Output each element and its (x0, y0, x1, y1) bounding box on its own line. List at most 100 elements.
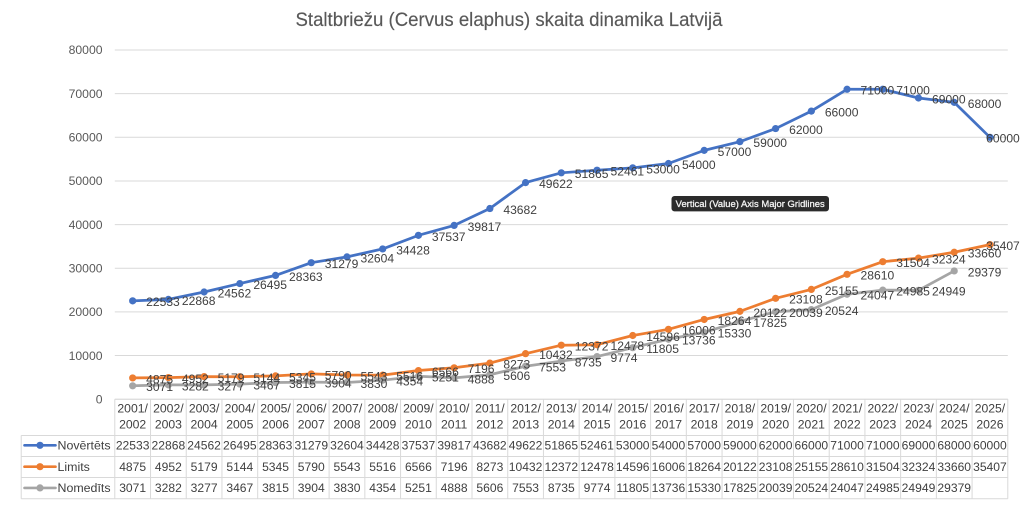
svg-text:4888: 4888 (468, 372, 495, 386)
svg-text:2010: 2010 (405, 417, 432, 431)
svg-text:2020/: 2020/ (796, 401, 827, 415)
svg-text:2012/: 2012/ (510, 401, 541, 415)
svg-text:25155: 25155 (825, 284, 859, 298)
svg-text:Novērtēts: Novērtēts (58, 439, 111, 453)
svg-text:29379: 29379 (937, 481, 971, 495)
svg-text:2006: 2006 (262, 417, 289, 431)
svg-text:2018/: 2018/ (725, 401, 756, 415)
svg-text:4888: 4888 (441, 481, 468, 495)
svg-text:2005/: 2005/ (260, 401, 291, 415)
svg-text:12372: 12372 (575, 340, 609, 354)
svg-text:8273: 8273 (503, 357, 530, 371)
svg-text:5516: 5516 (369, 460, 396, 474)
svg-text:37537: 37537 (402, 439, 436, 453)
svg-text:50000: 50000 (69, 174, 103, 188)
svg-text:2024/: 2024/ (939, 401, 970, 415)
svg-text:43682: 43682 (503, 203, 537, 217)
svg-text:2008/: 2008/ (367, 401, 398, 415)
svg-text:60000: 60000 (973, 439, 1007, 453)
svg-text:20122: 20122 (753, 306, 787, 320)
svg-text:2007/: 2007/ (332, 401, 363, 415)
svg-text:57000: 57000 (687, 439, 721, 453)
svg-text:71000: 71000 (830, 439, 864, 453)
svg-text:22868: 22868 (152, 439, 186, 453)
svg-text:24985: 24985 (866, 481, 900, 495)
svg-text:37537: 37537 (432, 230, 466, 244)
svg-text:2004/: 2004/ (225, 401, 256, 415)
svg-text:71000: 71000 (896, 84, 930, 98)
svg-text:3830: 3830 (360, 377, 387, 391)
svg-text:5144: 5144 (226, 460, 253, 474)
svg-text:31279: 31279 (325, 257, 359, 271)
svg-text:20524: 20524 (795, 481, 829, 495)
svg-text:5251: 5251 (432, 371, 459, 385)
svg-text:2024: 2024 (905, 417, 932, 431)
svg-text:28363: 28363 (289, 270, 323, 284)
svg-text:5179: 5179 (218, 371, 245, 385)
svg-text:24949: 24949 (902, 481, 936, 495)
svg-text:8735: 8735 (548, 481, 575, 495)
svg-text:60000: 60000 (986, 132, 1020, 146)
svg-text:31279: 31279 (294, 439, 328, 453)
svg-text:32604: 32604 (330, 439, 364, 453)
svg-text:68000: 68000 (968, 97, 1002, 111)
svg-text:2021: 2021 (798, 417, 825, 431)
svg-text:2011/: 2011/ (475, 401, 505, 415)
svg-text:53000: 53000 (646, 162, 680, 176)
svg-text:2014: 2014 (548, 417, 575, 431)
svg-text:69000: 69000 (902, 439, 936, 453)
svg-text:10000: 10000 (69, 349, 103, 363)
svg-text:17825: 17825 (753, 316, 787, 330)
svg-text:2009: 2009 (369, 417, 396, 431)
svg-text:52461: 52461 (580, 439, 614, 453)
svg-text:3467: 3467 (226, 481, 253, 495)
svg-text:5144: 5144 (253, 371, 280, 385)
svg-text:4952: 4952 (182, 372, 209, 386)
svg-text:2003/: 2003/ (189, 401, 220, 415)
svg-text:4875: 4875 (119, 460, 146, 474)
svg-text:2025: 2025 (941, 417, 968, 431)
svg-text:12478: 12478 (580, 460, 614, 474)
svg-text:18264: 18264 (687, 460, 721, 474)
svg-text:5345: 5345 (262, 460, 289, 474)
svg-text:33660: 33660 (968, 247, 1002, 261)
svg-text:2013: 2013 (512, 417, 539, 431)
svg-text:33660: 33660 (937, 460, 971, 474)
svg-text:3467: 3467 (253, 378, 280, 392)
svg-text:22868: 22868 (182, 294, 216, 308)
svg-text:7553: 7553 (539, 361, 566, 375)
svg-text:22533: 22533 (146, 295, 180, 309)
svg-text:2019/: 2019/ (760, 401, 791, 415)
svg-text:2013/: 2013/ (546, 401, 577, 415)
svg-text:29379: 29379 (968, 265, 1002, 279)
svg-text:5543: 5543 (360, 369, 387, 383)
svg-text:5606: 5606 (476, 481, 503, 495)
svg-text:2009/: 2009/ (403, 401, 434, 415)
svg-text:70000: 70000 (69, 87, 103, 101)
svg-text:20000: 20000 (69, 305, 103, 319)
svg-text:2006/: 2006/ (296, 401, 327, 415)
svg-text:Limits: Limits (58, 460, 90, 474)
svg-text:3277: 3277 (218, 379, 245, 393)
svg-text:20122: 20122 (723, 460, 757, 474)
svg-text:6566: 6566 (432, 365, 459, 379)
svg-text:13736: 13736 (682, 334, 716, 348)
svg-text:2010/: 2010/ (439, 401, 470, 415)
svg-text:25155: 25155 (795, 460, 829, 474)
svg-text:62000: 62000 (789, 123, 823, 137)
svg-text:39817: 39817 (437, 439, 471, 453)
svg-text:24047: 24047 (830, 481, 864, 495)
svg-text:54000: 54000 (652, 439, 686, 453)
svg-text:71000: 71000 (861, 84, 895, 98)
svg-text:2020: 2020 (762, 417, 789, 431)
svg-text:32324: 32324 (902, 460, 936, 474)
svg-text:3282: 3282 (182, 379, 209, 393)
svg-text:40000: 40000 (69, 218, 103, 232)
svg-text:24562: 24562 (218, 286, 252, 300)
svg-text:54000: 54000 (682, 158, 716, 172)
svg-text:43682: 43682 (473, 439, 507, 453)
svg-text:2012: 2012 (476, 417, 503, 431)
svg-text:3815: 3815 (289, 377, 316, 391)
svg-text:2007: 2007 (298, 417, 325, 431)
svg-text:28610: 28610 (830, 460, 864, 474)
